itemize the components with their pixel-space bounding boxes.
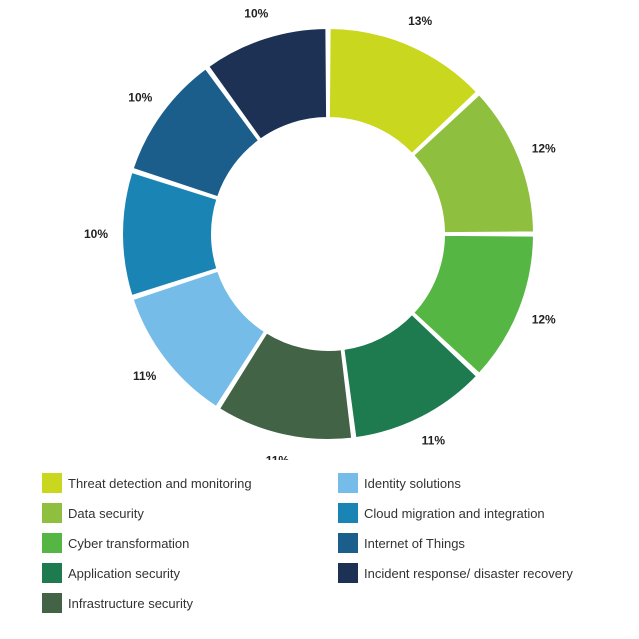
legend-item: Cyber transformation — [42, 532, 189, 554]
slice-percent-label: 13% — [408, 14, 432, 28]
slice-percent-label: 10% — [128, 91, 152, 105]
chart-legend: Threat detection and monitoring Data secu… — [42, 472, 622, 622]
legend-swatch — [42, 503, 62, 523]
legend-label: Threat detection and monitoring — [68, 475, 252, 491]
legend-label: Internet of Things — [364, 535, 465, 551]
legend-item: Internet of Things — [338, 532, 465, 554]
slice-percent-label: 11% — [422, 434, 446, 448]
donut-slice-4 — [342, 312, 479, 440]
legend-swatch — [338, 533, 358, 553]
legend-swatch — [42, 533, 62, 553]
donut-slice-3 — [411, 233, 536, 376]
legend-item: Cloud migration and integration — [338, 502, 545, 524]
legend-label: Identity solutions — [364, 475, 461, 491]
donut-slice-7 — [121, 170, 219, 298]
legend-item: Identity solutions — [338, 472, 461, 494]
slice-percent-label: 10% — [244, 6, 268, 20]
donut-slice-1 — [327, 26, 479, 156]
donut-slice-6 — [131, 269, 267, 409]
legend-swatch — [42, 563, 62, 583]
slice-percent-label: 11% — [266, 453, 290, 460]
legend-label: Application security — [68, 565, 180, 581]
legend-item: Data security — [42, 502, 144, 524]
legend-label: Cloud migration and integration — [364, 505, 545, 521]
legend-item: Infrastructure security — [42, 592, 193, 614]
legend-swatch — [338, 503, 358, 523]
donut-slice-5 — [217, 331, 354, 441]
legend-label: Infrastructure security — [68, 595, 193, 611]
legend-swatch — [42, 593, 62, 613]
legend-label: Incident response/ disaster recovery — [364, 565, 573, 581]
slice-percent-label: 11% — [133, 369, 157, 383]
legend-label: Data security — [68, 505, 144, 521]
donut-slice-8 — [131, 66, 261, 199]
slice-percent-label: 12% — [532, 312, 556, 326]
legend-item: Application security — [42, 562, 180, 584]
legend-swatch — [338, 473, 358, 493]
legend-swatch — [338, 563, 358, 583]
legend-label: Cyber transformation — [68, 535, 190, 551]
donut-slice-9 — [206, 26, 329, 142]
donut-chart-svg: 13% 12% 12% 11% 11% 11% 10% 10% 10% — [84, 6, 556, 460]
donut-chart: 13% 12% 12% 11% 11% 11% 10% 10% 10% — [84, 6, 556, 460]
legend-item: Threat detection and monitoring — [42, 472, 252, 494]
legend-swatch — [42, 473, 62, 493]
donut-slice-2 — [411, 92, 536, 235]
slice-percent-label: 10% — [84, 227, 108, 241]
slice-percent-label: 12% — [532, 142, 556, 156]
legend-item: Incident response/ disaster recovery — [338, 562, 573, 584]
